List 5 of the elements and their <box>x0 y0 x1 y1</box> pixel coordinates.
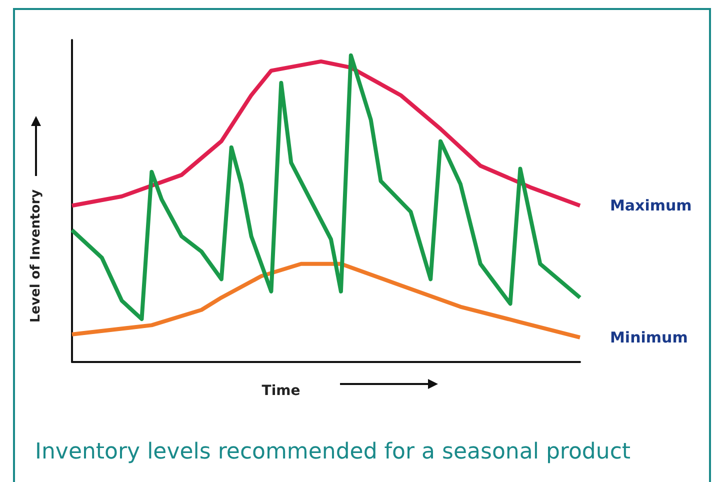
y-axis-title: Level of Inventory <box>28 188 44 323</box>
series-label: Maximum <box>610 196 692 215</box>
series-label: Minimum <box>610 328 688 346</box>
x-axis-title: Time <box>262 383 300 399</box>
text: Inventory levels recommended for a seasonal product <box>35 440 631 464</box>
